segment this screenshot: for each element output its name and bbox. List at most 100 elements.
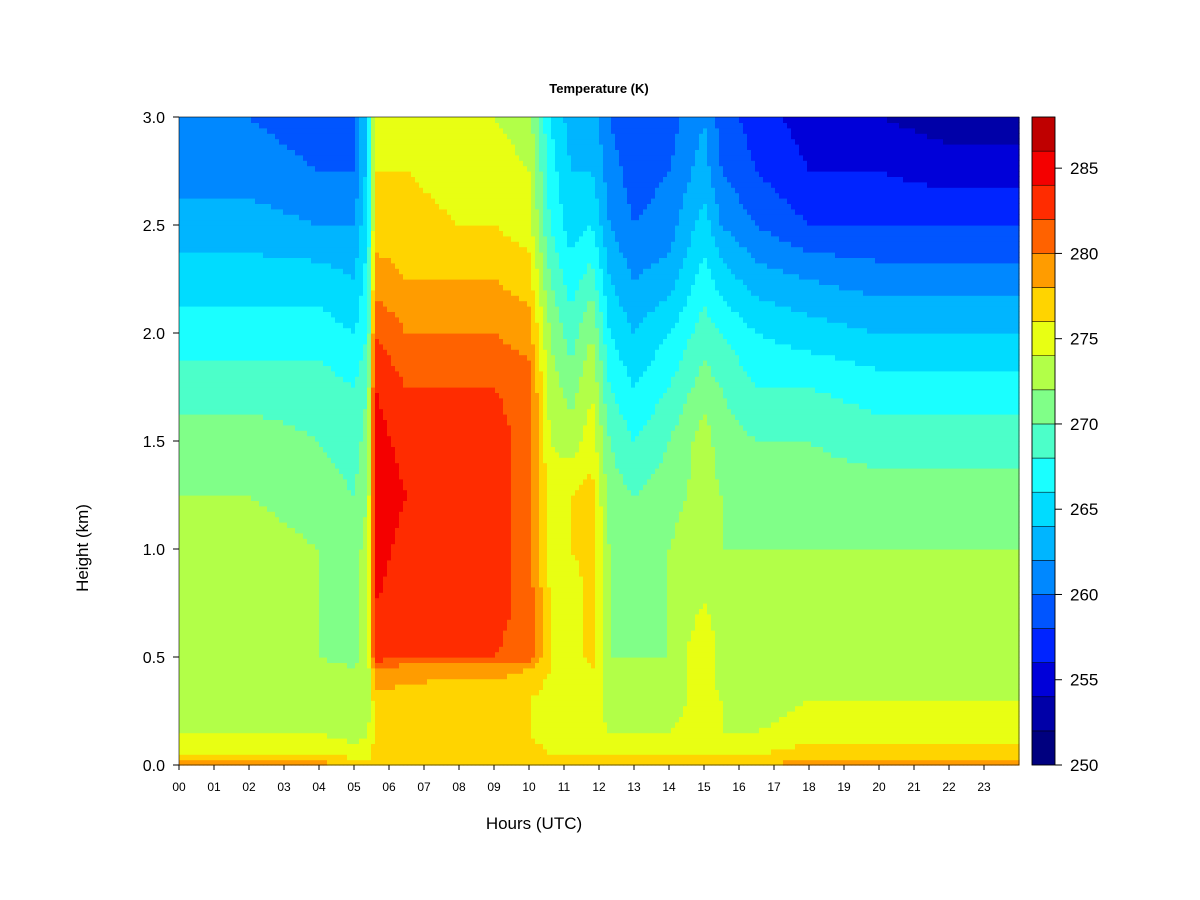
heatmap-cell [191, 198, 196, 204]
heatmap-cell [271, 214, 276, 220]
heatmap-cell [223, 317, 228, 323]
heatmap-cell [239, 128, 244, 134]
heatmap-cell [287, 209, 292, 215]
heatmap-cell [191, 268, 196, 274]
heatmap-cell [251, 398, 256, 404]
heatmap-cell [335, 689, 340, 695]
heatmap-cell [235, 571, 240, 577]
heatmap-cell [315, 484, 320, 490]
heatmap-cell [275, 349, 280, 355]
heatmap-cell [335, 214, 340, 220]
heatmap-cell [327, 268, 332, 274]
heatmap-cell [295, 522, 300, 528]
heatmap-cell [311, 581, 316, 587]
heatmap-cell [263, 252, 268, 258]
heatmap-cell [343, 560, 348, 566]
heatmap-cell [307, 635, 312, 641]
heatmap-cell [335, 144, 340, 150]
heatmap-cell [179, 733, 184, 739]
heatmap-cell [251, 419, 256, 425]
heatmap-cell [199, 517, 204, 523]
heatmap-cell [191, 220, 196, 226]
heatmap-cell [307, 522, 312, 528]
heatmap-cell [299, 608, 304, 614]
heatmap-cell [207, 414, 212, 420]
heatmap-cell [239, 263, 244, 269]
heatmap-cell [275, 684, 280, 690]
heatmap-cell [203, 274, 208, 280]
heatmap-cell [283, 457, 288, 463]
heatmap-cell [219, 338, 224, 344]
heatmap-cell [223, 241, 228, 247]
heatmap-cell [223, 473, 228, 479]
heatmap-cell [291, 511, 296, 517]
heatmap-cell [299, 646, 304, 652]
heatmap-cell [275, 133, 280, 139]
heatmap-cell [219, 711, 224, 717]
heatmap-cell [291, 376, 296, 382]
heatmap-cell [279, 457, 284, 463]
heatmap-cell [315, 463, 320, 469]
heatmap-cell [307, 398, 312, 404]
heatmap-cell [259, 576, 264, 582]
heatmap-cell [251, 166, 256, 172]
heatmap-cell [271, 430, 276, 436]
heatmap-cell [291, 522, 296, 528]
heatmap-cell [335, 679, 340, 685]
heatmap-cell [243, 592, 248, 598]
heatmap-cell [343, 463, 348, 469]
heatmap-cell [267, 376, 272, 382]
heatmap-cell [219, 311, 224, 317]
heatmap-cell [307, 392, 312, 398]
heatmap-cell [339, 171, 344, 177]
heatmap-cell [255, 160, 260, 166]
heatmap-cell [235, 220, 240, 226]
heatmap-cell [339, 500, 344, 506]
heatmap-cell [295, 117, 300, 123]
heatmap-cell [247, 209, 252, 215]
heatmap-cell [339, 457, 344, 463]
heatmap-cell [339, 608, 344, 614]
heatmap-cell [215, 311, 220, 317]
heatmap-cell [335, 544, 340, 550]
heatmap-cell [215, 220, 220, 226]
heatmap-cell [315, 657, 320, 663]
heatmap-cell [291, 684, 296, 690]
heatmap-cell [191, 706, 196, 712]
heatmap-cell [251, 414, 256, 420]
heatmap-cell [195, 252, 200, 258]
heatmap-cell [247, 738, 252, 744]
heatmap-cell [259, 625, 264, 631]
heatmap-cell [335, 581, 340, 587]
heatmap-cell [279, 544, 284, 550]
heatmap-cell [263, 160, 268, 166]
heatmap-cell [343, 517, 348, 523]
heatmap-cell [291, 473, 296, 479]
heatmap-cell [299, 468, 304, 474]
heatmap-cell [327, 646, 332, 652]
heatmap-cell [307, 463, 312, 469]
heatmap-cell [291, 436, 296, 442]
heatmap-cell [283, 290, 288, 296]
heatmap-cell [223, 468, 228, 474]
heatmap-cell [255, 247, 260, 253]
heatmap-cell [179, 436, 184, 442]
heatmap-cell [307, 738, 312, 744]
heatmap-cell [255, 608, 260, 614]
heatmap-cell [251, 700, 256, 706]
heatmap-cell [331, 511, 336, 517]
heatmap-cell [271, 387, 276, 393]
heatmap-cell [327, 490, 332, 496]
heatmap-cell [179, 549, 184, 555]
heatmap-cell [259, 382, 264, 388]
heatmap-cell [307, 241, 312, 247]
heatmap-cell [295, 473, 300, 479]
heatmap-cell [279, 241, 284, 247]
heatmap-cell [247, 182, 252, 188]
heatmap-cell [215, 527, 220, 533]
heatmap-cell [335, 743, 340, 749]
heatmap-cell [255, 565, 260, 571]
heatmap-cell [335, 619, 340, 625]
heatmap-cell [263, 522, 268, 528]
heatmap-cell [343, 387, 348, 393]
